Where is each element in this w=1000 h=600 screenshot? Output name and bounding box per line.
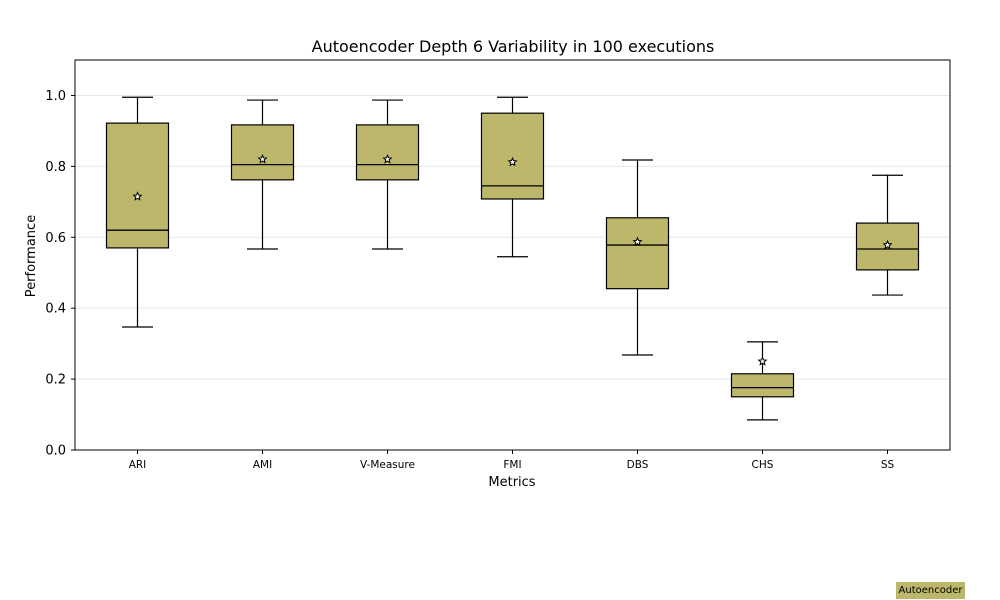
- x-tick-label-ss: SS: [881, 459, 895, 471]
- x-tick-label-ari: ARI: [129, 459, 147, 471]
- iqr-box: [480, 112, 545, 200]
- iqr-box: [605, 217, 670, 290]
- mean-marker: [257, 153, 268, 164]
- box-ari: [105, 96, 170, 328]
- mean-marker: [132, 191, 143, 201]
- y-axis-label: Performance: [24, 215, 39, 297]
- y-tick-label: 0.6: [45, 231, 66, 246]
- box-dbs: [605, 159, 670, 356]
- iqr-box: [105, 122, 170, 249]
- box-v-measure: [355, 99, 420, 250]
- mean-marker: [632, 236, 643, 247]
- y-axis: 0.0 0.2 0.4 0.6 0.8 1.0: [45, 89, 75, 459]
- iqr-box: [355, 124, 420, 181]
- mean-marker: [757, 356, 768, 366]
- x-axis-label: Metrics: [488, 475, 535, 490]
- mean-marker: [882, 239, 893, 250]
- x-axis: ARI AMI V-Measure FMI DBS CHS SS: [129, 450, 895, 471]
- y-tick-label: 0.2: [45, 373, 66, 388]
- x-tick-label-ami: AMI: [253, 459, 272, 471]
- y-tick-label: 0.8: [45, 160, 66, 175]
- x-tick-label-chs: CHS: [752, 459, 774, 471]
- box-series: [105, 96, 920, 421]
- mean-marker: [382, 153, 393, 164]
- plot-frame: [74, 59, 951, 451]
- box-chs: [730, 341, 795, 421]
- x-tick-label-fmi: FMI: [503, 459, 521, 471]
- iqr-box: [230, 124, 295, 181]
- iqr-box: [730, 373, 795, 398]
- box-ami: [230, 99, 295, 250]
- box-ss: [855, 174, 920, 296]
- box-fmi: [480, 96, 545, 258]
- mean-marker: [507, 156, 518, 167]
- x-tick-label-v-measure: V-Measure: [360, 459, 415, 471]
- y-tick-label: 0.4: [45, 302, 66, 317]
- x-tick-label-dbs: DBS: [627, 459, 649, 471]
- y-tick-label: 0.0: [45, 444, 66, 459]
- chart-title: Autoencoder Depth 6 Variability in 100 e…: [312, 37, 715, 56]
- y-tick-label: 1.0: [45, 89, 66, 104]
- legend-autoencoder: Autoencoder: [896, 582, 965, 599]
